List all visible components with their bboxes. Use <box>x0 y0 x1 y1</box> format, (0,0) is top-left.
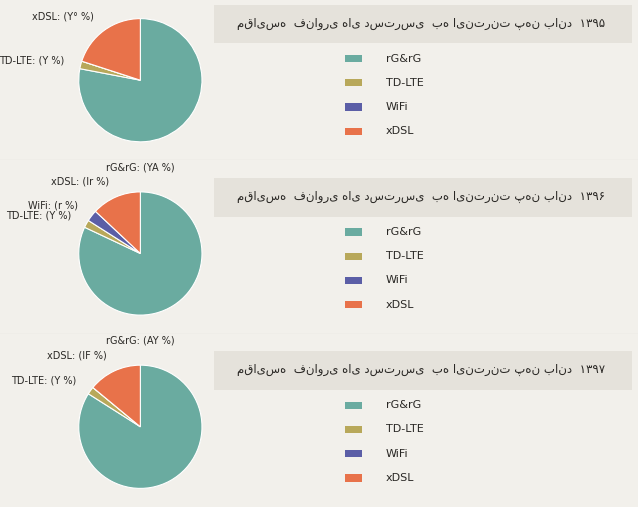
Text: rG&rG: rG&rG <box>386 54 421 63</box>
Text: xDSL: xDSL <box>386 300 415 310</box>
Text: WiFi: WiFi <box>386 449 408 459</box>
FancyBboxPatch shape <box>345 128 362 135</box>
Text: rG&rG: rG&rG <box>386 227 421 237</box>
Text: rG&rG: rG&rG <box>386 400 421 410</box>
Text: TD-LTE: TD-LTE <box>386 78 424 88</box>
Text: مقایسه  فناوری های دسترسی  به اینترنت پهن باند  ۱۳۹۶: مقایسه فناوری های دسترسی به اینترنت پهن … <box>237 190 605 203</box>
Text: WiFi: WiFi <box>386 102 408 112</box>
FancyBboxPatch shape <box>345 426 362 433</box>
FancyBboxPatch shape <box>345 55 362 62</box>
FancyBboxPatch shape <box>345 103 362 111</box>
FancyBboxPatch shape <box>345 277 362 284</box>
FancyBboxPatch shape <box>345 252 362 260</box>
Text: مقایسه  فناوری های دسترسی  به اینترنت پهن باند  ۱۳۹۵: مقایسه فناوری های دسترسی به اینترنت پهن … <box>237 17 605 30</box>
Text: xDSL: xDSL <box>386 126 415 136</box>
FancyBboxPatch shape <box>345 474 362 482</box>
FancyBboxPatch shape <box>214 5 632 43</box>
Text: TD-LTE: TD-LTE <box>386 251 424 261</box>
Text: WiFi: WiFi <box>386 275 408 285</box>
FancyBboxPatch shape <box>345 228 362 236</box>
FancyBboxPatch shape <box>214 351 632 390</box>
FancyBboxPatch shape <box>345 402 362 409</box>
Text: xDSL: xDSL <box>386 473 415 483</box>
Text: TD-LTE: TD-LTE <box>386 424 424 434</box>
Text: مقایسه  فناوری های دسترسی  به اینترنت پهن باند  ۱۳۹۷: مقایسه فناوری های دسترسی به اینترنت پهن … <box>237 364 605 376</box>
FancyBboxPatch shape <box>214 178 632 216</box>
FancyBboxPatch shape <box>345 301 362 308</box>
FancyBboxPatch shape <box>345 450 362 457</box>
FancyBboxPatch shape <box>345 79 362 87</box>
